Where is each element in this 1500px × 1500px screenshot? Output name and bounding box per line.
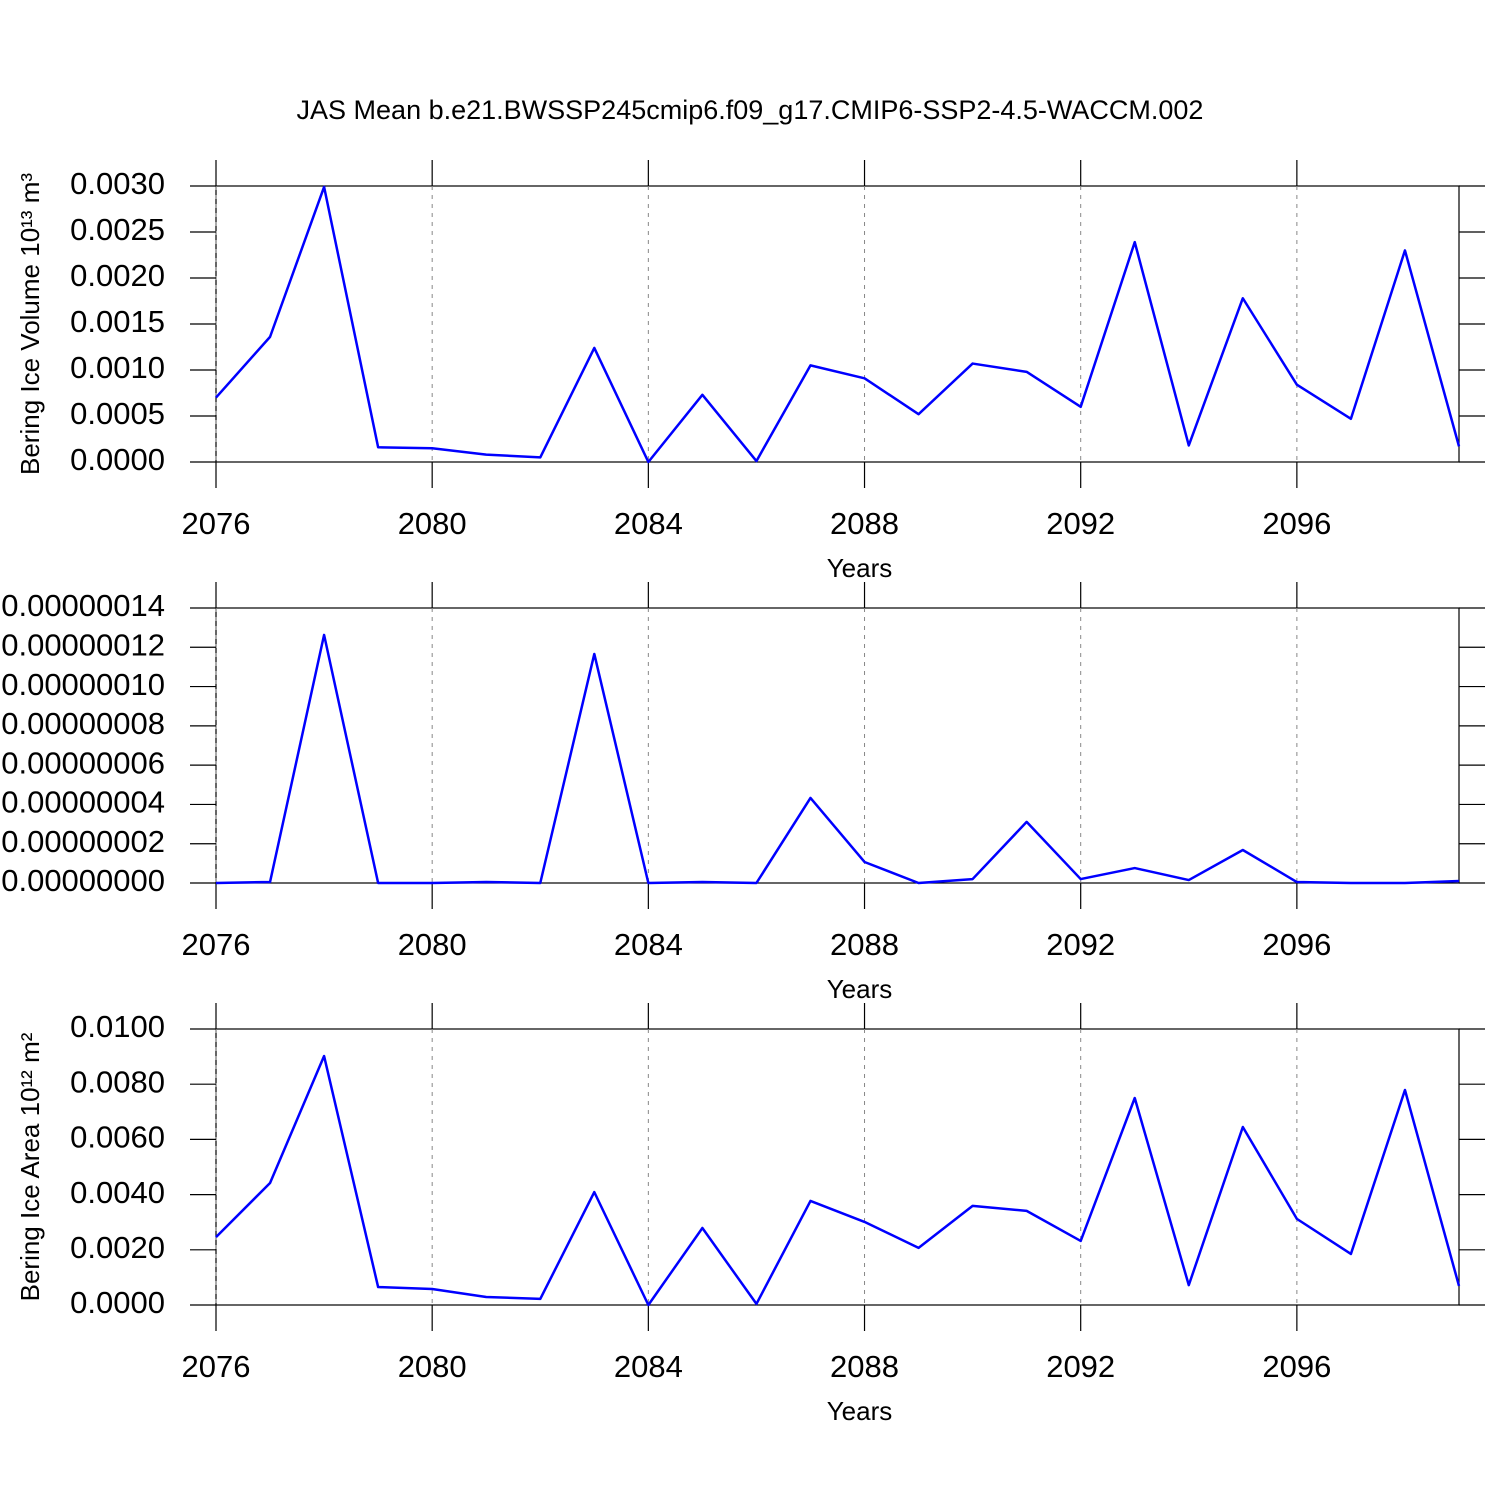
x-tick-label: 2096	[1262, 506, 1331, 541]
y-tick-label: 0.0020	[70, 1230, 165, 1265]
x-tick-label: 2084	[614, 1349, 683, 1384]
x-tick-label: 2076	[182, 1349, 251, 1384]
y-tick-label: 0.00000014	[1, 588, 165, 623]
x-axis-label: Years	[827, 974, 893, 1004]
y-tick-label: 0.0080	[70, 1064, 165, 1099]
y-tick-label: 0.0030	[70, 166, 165, 201]
y-tick-label: 0.00000000	[1, 863, 165, 898]
x-tick-label: 2076	[182, 506, 251, 541]
y-tick-label: 0.0100	[70, 1009, 165, 1044]
x-tick-label: 2092	[1046, 506, 1115, 541]
x-tick-label: 2088	[830, 927, 899, 962]
y-axis-label: Bering Ice Area 10¹² m²	[15, 1032, 45, 1301]
x-tick-label: 2096	[1262, 927, 1331, 962]
y-tick-label: 0.0010	[70, 350, 165, 385]
x-tick-label: 2080	[398, 927, 467, 962]
plot-frame	[215, 1028, 1460, 1306]
data-line	[215, 185, 1461, 464]
y-tick-label: 0.0005	[70, 396, 165, 431]
plot-frame	[215, 185, 1460, 463]
chart-title: JAS Mean b.e21.BWSSP245cmip6.f09_g17.CMI…	[297, 95, 1204, 125]
x-tick-label: 2084	[614, 506, 683, 541]
y-tick-label: 0.00000006	[1, 745, 165, 780]
y-tick-label: 0.00000010	[1, 667, 165, 702]
x-axis-label: Years	[827, 1396, 893, 1426]
y-tick-label: 0.00000002	[1, 824, 165, 859]
x-tick-label: 2088	[830, 506, 899, 541]
y-tick-label: 0.00000012	[1, 627, 165, 662]
data-line	[215, 633, 1460, 885]
y-tick-label: 0.0020	[70, 258, 165, 293]
y-tick-label: 0.0015	[70, 304, 165, 339]
y-axis-label: Bering Ice Volume 10¹³ m³	[15, 173, 45, 475]
y-tick-label: 0.00000008	[1, 706, 165, 741]
x-axis-label: Years	[827, 553, 893, 583]
y-tick-label: 0.0000	[70, 1285, 165, 1320]
y-tick-label: 0.00000004	[1, 785, 165, 820]
y-tick-label: 0.0060	[70, 1120, 165, 1155]
x-tick-label: 2088	[830, 1349, 899, 1384]
x-tick-label: 2092	[1046, 927, 1115, 962]
data-line	[215, 1054, 1461, 1307]
x-tick-label: 2076	[182, 927, 251, 962]
y-tick-label: 0.0025	[70, 212, 165, 247]
plot-frame	[215, 607, 1460, 884]
x-tick-label: 2096	[1262, 1349, 1331, 1384]
x-tick-label: 2092	[1046, 1349, 1115, 1384]
x-tick-label: 2080	[398, 506, 467, 541]
y-tick-label: 0.0040	[70, 1175, 165, 1210]
x-tick-label: 2080	[398, 1349, 467, 1384]
y-tick-label: 0.0000	[70, 442, 165, 477]
x-tick-label: 2084	[614, 927, 683, 962]
